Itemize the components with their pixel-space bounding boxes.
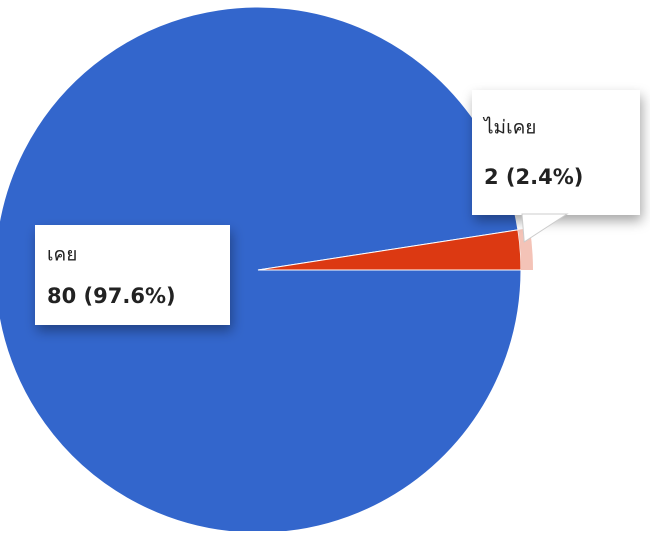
tooltip-value: 80 (97.6%) (47, 284, 176, 308)
tooltip-label: ไม่เคย (482, 117, 536, 139)
tooltip-value: 2 (2.4%) (484, 165, 583, 189)
tooltip: เคย 80 (97.6%) (35, 225, 230, 325)
tooltip-pointer (521, 213, 569, 243)
tooltip: ไม่เคย 2 (2.4%) (472, 90, 640, 243)
tooltips: เคย 80 (97.6%) ไม่เคย 2 (2.4%) (35, 90, 640, 325)
tooltip-box (35, 225, 230, 325)
tooltip-label: เคย (47, 244, 77, 266)
pie-slice (257, 229, 522, 271)
pie-slice (0, 6, 522, 534)
tooltip-box (472, 90, 640, 215)
